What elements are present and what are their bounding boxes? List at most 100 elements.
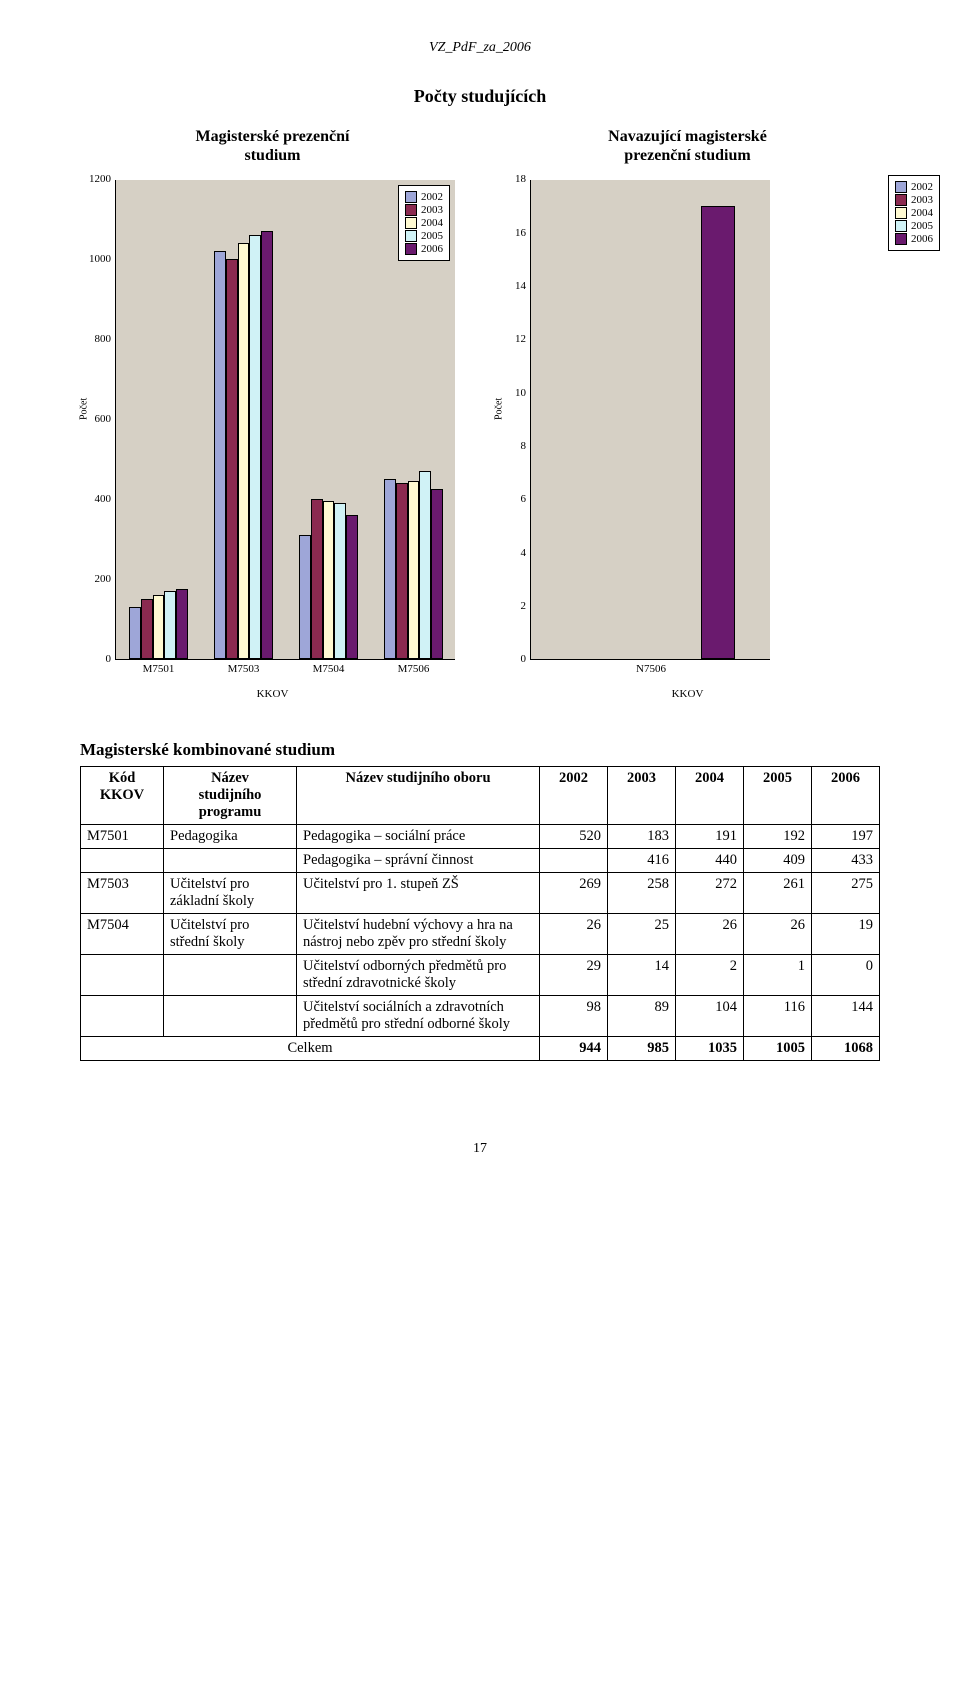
table-cell: Pedagogika – sociální práce: [297, 825, 540, 849]
ytick-label: 0: [521, 653, 532, 665]
xtick-label: M7506: [398, 659, 430, 675]
table-header-cell: KódKKOV: [81, 767, 164, 825]
ytick-label: 12: [515, 333, 531, 345]
table-cell: 144: [812, 996, 880, 1037]
chart1-box: Magisterské prezenčnístudium020040060080…: [80, 127, 465, 700]
totals-cell: 985: [608, 1037, 676, 1061]
ytick-label: 0: [106, 653, 117, 665]
bar: [408, 481, 420, 659]
table-cell: [164, 955, 297, 996]
table-cell: Učitelství pro základní školy: [164, 873, 297, 914]
y-axis-title: Počet: [79, 398, 90, 420]
charts-row: Magisterské prezenčnístudium020040060080…: [80, 127, 880, 700]
bar: [431, 489, 443, 659]
ytick-label: 18: [515, 173, 531, 185]
table-cell: [81, 996, 164, 1037]
bar: [164, 591, 176, 659]
totals-cell: 1068: [812, 1037, 880, 1061]
table-cell: Pedagogika – správní činnost: [297, 849, 540, 873]
table-header-cell: 2005: [744, 767, 812, 825]
table-cell: 520: [540, 825, 608, 849]
table-cell: 409: [744, 849, 812, 873]
table-header-cell: 2002: [540, 767, 608, 825]
bar: [214, 251, 226, 659]
table-cell: 197: [812, 825, 880, 849]
table-cell: 14: [608, 955, 676, 996]
ytick-label: 600: [95, 413, 117, 425]
table-cell: 261: [744, 873, 812, 914]
table-row: M7503Učitelství pro základní školyUčitel…: [81, 873, 880, 914]
table-header-cell: 2004: [676, 767, 744, 825]
legend-year: 2003: [421, 204, 443, 216]
totals-cell: 944: [540, 1037, 608, 1061]
bar: [129, 607, 141, 659]
table-cell: 98: [540, 996, 608, 1037]
data-table: KódKKOVNázevstudijníhoprogramuNázev stud…: [80, 766, 880, 1061]
xtick-label: M7501: [143, 659, 175, 675]
bar: [249, 235, 261, 659]
y-axis-title: Počet: [494, 398, 505, 420]
totals-label: Celkem: [81, 1037, 540, 1061]
table-cell: M7501: [81, 825, 164, 849]
table-cell: Učitelství pro střední školy: [164, 914, 297, 955]
table-cell: 26: [540, 914, 608, 955]
table-heading: Magisterské kombinované studium: [80, 740, 880, 760]
table-cell: 25: [608, 914, 676, 955]
table-cell: 269: [540, 873, 608, 914]
chart-title: Magisterské prezenčnístudium: [80, 127, 465, 165]
xtick-label: N7506: [636, 659, 666, 675]
table-cell: M7504: [81, 914, 164, 955]
ytick-label: 200: [95, 573, 117, 585]
totals-cell: 1005: [744, 1037, 812, 1061]
ytick-label: 4: [521, 547, 532, 559]
legend-year: 2006: [911, 233, 933, 245]
table-cell: M7503: [81, 873, 164, 914]
legend-year: 2003: [911, 194, 933, 206]
table-cell: 192: [744, 825, 812, 849]
table-row: M7504Učitelství pro střední školyUčitels…: [81, 914, 880, 955]
doc-header: VZ_PdF_za_2006: [80, 40, 880, 56]
table-cell: 1: [744, 955, 812, 996]
legend-year: 2002: [911, 181, 933, 193]
table-cell: 272: [676, 873, 744, 914]
table-cell: Učitelství hudební výchovy a hra na nást…: [297, 914, 540, 955]
x-axis-title: KKOV: [80, 688, 465, 700]
table-cell: [164, 996, 297, 1037]
legend-year: 2004: [421, 217, 443, 229]
table-cell: 440: [676, 849, 744, 873]
table-cell: 0: [812, 955, 880, 996]
table-cell: 89: [608, 996, 676, 1037]
table-row: M7501PedagogikaPedagogika – sociální prá…: [81, 825, 880, 849]
table-cell: 416: [608, 849, 676, 873]
table-totals-row: Celkem944985103510051068: [81, 1037, 880, 1061]
ytick-label: 800: [95, 333, 117, 345]
table-cell: Učitelství pro 1. stupeň ZŠ: [297, 873, 540, 914]
table-cell: 2: [676, 955, 744, 996]
legend-year: 2005: [911, 220, 933, 232]
table-cell: 116: [744, 996, 812, 1037]
table-cell: 26: [744, 914, 812, 955]
bar: [346, 515, 358, 659]
ytick-label: 14: [515, 280, 531, 292]
ytick-label: 1200: [89, 173, 116, 185]
table-cell: 183: [608, 825, 676, 849]
ytick-label: 1000: [89, 253, 116, 265]
table-header-cell: 2003: [608, 767, 676, 825]
table-cell: [164, 849, 297, 873]
table-cell: Učitelství odborných předmětů pro středn…: [297, 955, 540, 996]
table-cell: 433: [812, 849, 880, 873]
table-cell: [540, 849, 608, 873]
bar: [311, 499, 323, 659]
page-title: Počty studujících: [80, 86, 880, 107]
table-row: Pedagogika – správní činnost 416440409433: [81, 849, 880, 873]
table-cell: 258: [608, 873, 676, 914]
xtick-label: M7503: [228, 659, 260, 675]
bar: [323, 501, 335, 659]
table-cell: [81, 849, 164, 873]
table-cell: Pedagogika: [164, 825, 297, 849]
legend-year: 2002: [421, 191, 443, 203]
bar: [419, 471, 431, 659]
ytick-label: 6: [521, 493, 532, 505]
bar: [396, 483, 408, 659]
table-cell: 26: [676, 914, 744, 955]
